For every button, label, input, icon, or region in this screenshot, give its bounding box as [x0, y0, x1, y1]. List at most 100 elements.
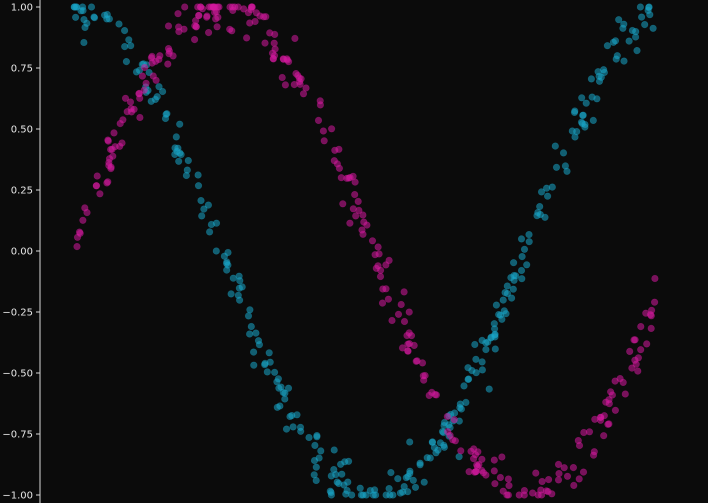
data-point-series-1: [525, 238, 533, 246]
data-point-series-1: [501, 289, 509, 297]
data-point-series-2: [504, 491, 513, 499]
data-point-series-2: [266, 29, 274, 37]
data-point-series-2: [291, 34, 299, 43]
data-point-series-1: [261, 361, 269, 369]
data-point-series-1: [340, 481, 348, 489]
data-point-series-2: [76, 229, 84, 237]
data-point-series-1: [132, 68, 141, 76]
data-point-series-2: [142, 79, 150, 87]
data-point-series-2: [228, 3, 236, 11]
data-point-series-2: [252, 9, 260, 17]
data-point-series-1: [184, 157, 192, 165]
data-point-series-2: [354, 197, 362, 205]
data-point-series-2: [490, 467, 498, 475]
data-point-series-2: [192, 22, 200, 31]
data-point-series-2: [302, 84, 310, 92]
data-point-series-2: [319, 127, 328, 135]
y-tick-label: 0.00: [11, 247, 33, 258]
data-point-series-1: [485, 385, 493, 393]
data-point-series-1: [90, 14, 99, 22]
data-point-series-2: [346, 219, 354, 227]
data-point-series-1: [80, 38, 88, 47]
data-point-series-2: [634, 367, 642, 375]
data-point-series-2: [548, 490, 556, 498]
data-point-series-2: [126, 98, 135, 106]
data-point-series-1: [183, 166, 191, 174]
data-point-series-2: [405, 308, 413, 316]
data-point-series-1: [197, 197, 205, 205]
data-point-series-1: [568, 127, 576, 135]
data-point-series-1: [297, 427, 305, 435]
data-point-series-1: [271, 368, 279, 376]
data-point-series-1: [246, 330, 254, 338]
data-point-series-2: [589, 451, 598, 459]
data-point-series-2: [478, 466, 486, 475]
data-point-series-1: [212, 247, 220, 255]
data-point-series-2: [118, 139, 126, 147]
data-point-series-2: [278, 73, 286, 82]
data-point-series-2: [621, 390, 629, 398]
data-point-series-2: [490, 456, 498, 464]
data-point-series-1: [313, 433, 321, 441]
data-point-series-1: [206, 228, 214, 236]
data-point-series-2: [297, 75, 305, 83]
data-point-series-1: [312, 476, 320, 485]
data-point-series-1: [254, 337, 263, 345]
data-point-series-1: [420, 478, 428, 486]
data-point-series-1: [649, 24, 657, 32]
data-point-series-2: [138, 72, 146, 80]
data-point-series-2: [203, 12, 211, 20]
data-point-series-1: [194, 171, 202, 179]
data-point-series-1: [163, 110, 171, 118]
data-point-series-2: [372, 264, 380, 272]
data-point-series-1: [234, 291, 242, 299]
data-point-series-1: [159, 87, 167, 96]
data-point-series-1: [406, 438, 414, 446]
data-point-series-2: [164, 60, 172, 68]
data-point-series-2: [597, 413, 605, 421]
data-point-series-1: [426, 454, 434, 462]
data-point-series-2: [650, 298, 659, 306]
data-point-series-1: [579, 111, 587, 119]
data-point-series-1: [153, 93, 161, 101]
data-point-series-1: [275, 384, 283, 392]
data-point-series-1: [345, 457, 353, 465]
data-point-series-1: [472, 355, 480, 363]
data-point-series-1: [619, 24, 627, 32]
data-point-series-2: [397, 300, 405, 309]
y-tick-label: −0.25: [2, 308, 33, 319]
data-point-series-2: [73, 243, 81, 251]
data-point-series-2: [400, 288, 408, 296]
data-point-series-1: [577, 118, 586, 126]
y-tick-label: −1.00: [2, 491, 33, 502]
data-point-series-1: [327, 472, 335, 480]
data-point-series-1: [491, 331, 499, 339]
data-point-series-1: [81, 23, 89, 32]
data-point-series-1: [400, 483, 408, 491]
data-point-series-2: [642, 309, 650, 317]
data-point-series-2: [243, 34, 251, 42]
data-point-series-2: [400, 317, 409, 326]
data-point-series-2: [631, 336, 639, 344]
data-point-series-2: [651, 274, 659, 283]
data-point-series-1: [503, 282, 511, 290]
data-point-series-1: [73, 3, 81, 11]
data-point-series-2: [79, 216, 87, 224]
data-point-series-1: [371, 486, 379, 494]
data-point-series-2: [374, 243, 382, 251]
data-point-series-1: [636, 3, 645, 11]
data-point-series-2: [351, 191, 359, 199]
data-point-series-2: [499, 487, 507, 495]
data-point-series-1: [548, 183, 556, 191]
data-point-series-1: [455, 453, 463, 461]
data-point-series-2: [647, 324, 655, 333]
data-point-series-2: [328, 125, 336, 133]
data-point-series-1: [115, 20, 123, 28]
data-point-series-1: [570, 108, 579, 116]
data-point-series-1: [633, 46, 641, 55]
data-point-series-2: [103, 179, 111, 187]
data-point-series-2: [538, 477, 546, 486]
data-point-series-1: [641, 21, 649, 29]
data-points: [70, 3, 659, 499]
